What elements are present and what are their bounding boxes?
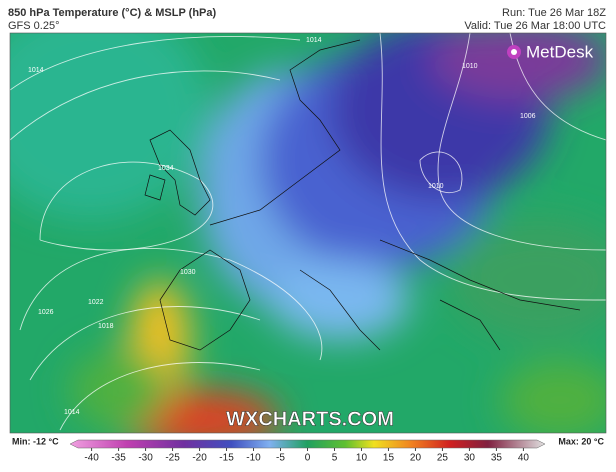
colorbar: -40 -35 -30 -25 -20 -15 -10 -5 0 5 10 15 20 25 30 35 40: [69, 439, 546, 464]
colorbar-tick-label: 35: [491, 453, 503, 464]
isobar-label: 1010: [462, 63, 478, 70]
isobar-label: 1034: [158, 165, 174, 172]
colorbar-tick-label: -25: [165, 453, 180, 464]
isobar-label: 1006: [520, 113, 536, 120]
colorbar-tick-label: -15: [219, 453, 234, 464]
colorbar-tick-label: 15: [383, 453, 395, 464]
subtitle: GFS 0.25°: [8, 20, 59, 32]
logo-text: MetDesk: [526, 42, 594, 61]
watermark: WXCHARTS.COM: [226, 408, 394, 430]
isobar-label: 1014: [64, 409, 80, 416]
colorbar-tick-label: 40: [518, 453, 530, 464]
isobar-label: 1026: [38, 309, 54, 316]
colorbar-tick-label: 0: [305, 453, 311, 464]
colorbar-bar: [69, 439, 546, 449]
title: 850 hPa Temperature (°C) & MSLP (hPa): [8, 7, 216, 19]
map: 1014 1034 1030 1026 1022 1018 1014 1010 …: [10, 33, 606, 433]
isobar-label: 1022: [88, 299, 104, 306]
run-time: Run: Tue 26 Mar 18Z: [502, 7, 606, 19]
colorbar-tick-label: 5: [332, 453, 338, 464]
colorbar-tick-label: 20: [410, 453, 422, 464]
valid-time: Valid: Tue 26 Mar 18:00 UTC: [464, 20, 606, 32]
legend-max: Max: 20 °C: [558, 436, 604, 446]
legend-min: Min: -12 °C: [12, 436, 59, 446]
isobar-label: 1030: [180, 269, 196, 276]
colorbar-tick-label: -20: [192, 453, 207, 464]
colorbar-tick-label: -30: [138, 453, 153, 464]
colorbar-tick-label: -40: [84, 453, 99, 464]
colorbar-tick-label: 10: [356, 453, 368, 464]
isobar-label: 1014: [306, 37, 322, 44]
logo: MetDesk: [507, 42, 594, 61]
isobar-label: 1018: [98, 323, 114, 330]
colorbar-tick-label: -10: [246, 453, 261, 464]
map-frame: [9, 32, 607, 434]
isobar-label: 1010: [428, 183, 444, 190]
colorbar-tick-label: 30: [464, 453, 476, 464]
colorbar-tick-label: -5: [276, 453, 285, 464]
colorbar-tick-label: -35: [111, 453, 126, 464]
colorbar-tick-label: 25: [437, 453, 449, 464]
isobar-label: 1014: [28, 67, 44, 74]
